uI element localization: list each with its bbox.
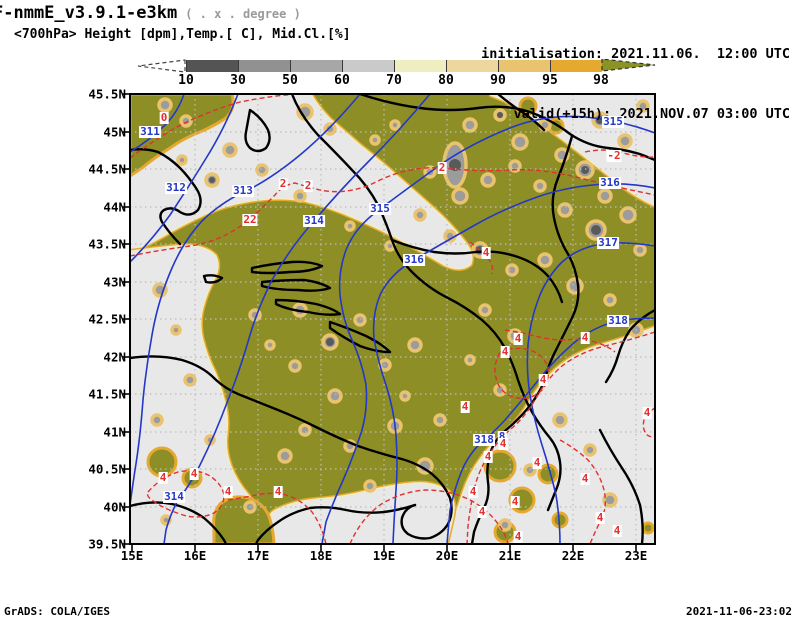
temp-contour-label: -2 [606, 149, 622, 162]
axis-ticks [122, 93, 637, 551]
colorbar-tick-label: 60 [334, 73, 350, 88]
lat-tick-label: 39.5N [88, 536, 126, 552]
temperature-contour-layer [130, 94, 655, 544]
lon-tick-label: 17E [246, 548, 270, 563]
run-info: initialisation: 2021.11.06. 12:00 UTC va… [481, 4, 790, 144]
temp-contour-label: 0 [159, 111, 169, 124]
lon-tick-label: 15E [120, 548, 144, 563]
temp-contour-label: 4 [481, 246, 491, 259]
temp-contour-label: 4 [498, 437, 508, 450]
footer-grads-credit: GrADS: COLA/IGES [4, 605, 110, 618]
temp-contour-label: 4 [500, 345, 510, 358]
height-contour-label: 8 [497, 430, 507, 443]
footer-timestamp: 2021-11-06-23:02 [686, 605, 792, 618]
model-title-row: F-nmmE_v3.9.1-e3km ( . x . degree ) [0, 3, 301, 23]
temp-contour-label: 4 [189, 467, 199, 480]
lat-tick-label: 45.5N [88, 86, 126, 102]
height-contour-label: 311 [139, 125, 161, 138]
colorbar-right-arrow-icon [601, 59, 656, 72]
init-time: initialisation: 2021.11.06. 12:00 UTC [481, 46, 790, 62]
height-contour-label: 313 [232, 184, 254, 197]
height-contour-label: 312 [165, 181, 187, 194]
temp-contour-label: 4 [468, 485, 478, 498]
temp-contour-label: 2 [303, 179, 313, 192]
temp-contour-label: 4 [513, 332, 523, 345]
temp-contour-label: 4 [510, 495, 520, 508]
colorbar-tick-label: 10 [178, 73, 194, 88]
colorbar-segment [446, 60, 499, 72]
colorbar-segment [394, 60, 447, 72]
colorbar-tick-label: 95 [542, 73, 558, 88]
temp-contour-label: 2 [437, 161, 447, 174]
temp-contour-label: 4 [273, 485, 283, 498]
lat-tick-label: 43N [103, 274, 126, 290]
colorbar-segment [498, 60, 551, 72]
temp-contour-label: 4 [612, 524, 622, 537]
lon-tick-label: 21E [498, 548, 522, 563]
temp-contour-label: 22 [242, 213, 258, 226]
colorbar: 10 30 50 60 70 80 90 95 98 [0, 59, 800, 88]
temp-contour-label: 4 [158, 471, 168, 484]
lat-tick-label: 44.5N [88, 161, 126, 177]
lat-tick-label: 40.5N [88, 461, 126, 477]
colorbar-segment [342, 60, 395, 72]
lat-tick-label: 42.5N [88, 311, 126, 327]
temp-contour-label: 4 [580, 331, 590, 344]
lon-tick-label: 23E [624, 548, 648, 563]
height-contour-label: 318 [607, 314, 629, 327]
resolution-note: ( . x . degree ) [185, 7, 301, 21]
temp-contour-label: 4 [580, 472, 590, 485]
temp-contour-label: 4 [483, 450, 493, 463]
temp-contour-label: 4 [477, 505, 487, 518]
height-contour-label: 316 [599, 176, 621, 189]
coastline-layer [130, 94, 655, 544]
colorbar-tick-label: 50 [282, 73, 298, 88]
height-contour-layer [130, 94, 655, 544]
valid-time: valid(+15h): 2021.NOV.07 03:00 UTC [513, 106, 790, 122]
height-contour-label: 315 [602, 115, 624, 128]
height-contour-label: 314 [163, 490, 185, 503]
height-contour-label: 316 [403, 253, 425, 266]
lon-tick-label: 22E [561, 548, 585, 563]
lat-tick-label: 44N [103, 199, 126, 215]
colorbar-tick-label: 30 [230, 73, 246, 88]
height-contour-label: 317 [597, 236, 619, 249]
model-title: F-nmmE_v3.9.1-e3km [0, 3, 178, 23]
lat-tick-label: 45N [103, 124, 126, 140]
temp-contour-label: 4 [460, 400, 470, 413]
lon-tick-label: 18E [309, 548, 333, 563]
lat-tick-label: 41.5N [88, 386, 126, 402]
lat-tick-label: 41N [103, 424, 126, 440]
temp-contour-label: 2 [278, 177, 288, 190]
temp-contour-label: 4 [513, 530, 523, 543]
colorbar-segment [550, 60, 602, 72]
colorbar-segment [238, 60, 291, 72]
lon-tick-label: 16E [183, 548, 207, 563]
temp-contour-label: 4 [642, 406, 652, 419]
cloud-fill-layer [130, 94, 655, 544]
height-contour-label: 314 [303, 214, 325, 227]
colorbar-segment [186, 60, 239, 72]
lon-tick-label: 20E [435, 548, 459, 563]
field-subtitle: <700hPa> Height [dpm],Temp.[ C], Mid.Cl.… [14, 27, 351, 42]
temp-contour-label: 4 [223, 485, 233, 498]
colorbar-segment [290, 60, 343, 72]
temp-contour-label: 4 [532, 456, 542, 469]
colorbar-tick-label: 90 [490, 73, 506, 88]
colorbar-tick-label: 98 [593, 73, 609, 88]
colorbar-left-arrow-icon [137, 59, 186, 73]
height-contour-label: 315 [369, 202, 391, 215]
temp-contour-label: 4 [595, 511, 605, 524]
colorbar-tick-label: 80 [438, 73, 454, 88]
temp-contour-label: 4 [538, 373, 548, 386]
colorbar-tick-label: 70 [386, 73, 402, 88]
lat-tick-label: 42N [103, 349, 126, 365]
height-contour-label: 318 [473, 433, 495, 446]
lat-tick-label: 40N [103, 499, 126, 515]
lat-tick-label: 43.5N [88, 236, 126, 252]
lon-tick-label: 19E [372, 548, 396, 563]
